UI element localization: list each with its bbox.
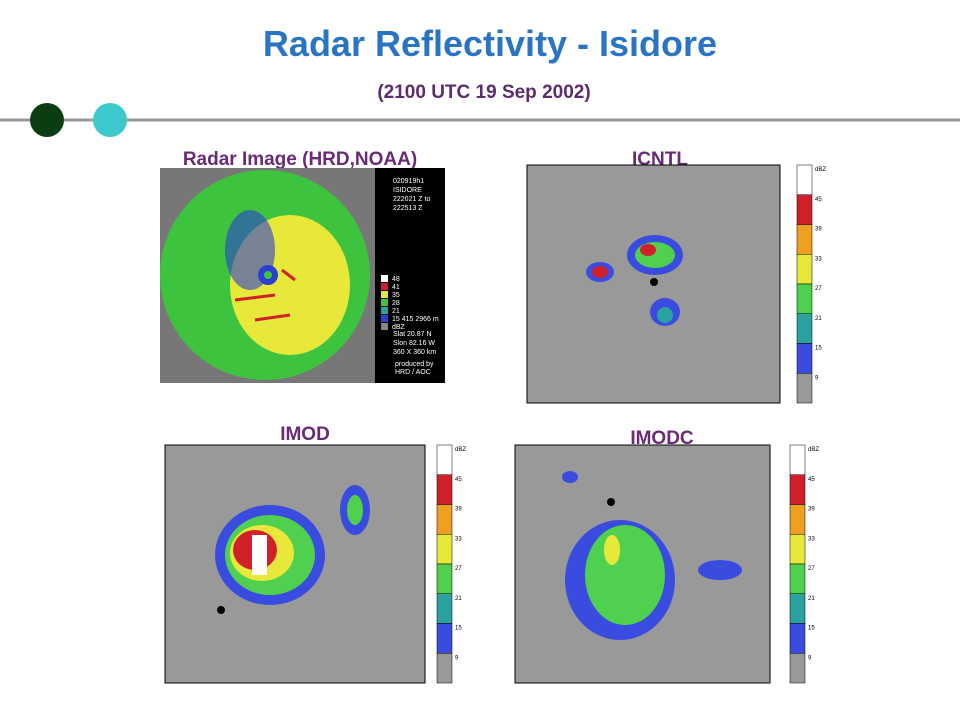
radar-legend-label: 41: [392, 284, 400, 291]
colorbar-label: 9: [815, 375, 819, 381]
colorbar-label: 27: [455, 566, 462, 572]
radar-legend-swatch: [381, 307, 388, 314]
colorbar-label: 45: [455, 477, 462, 483]
colorbar-segment: [796, 254, 813, 285]
colorbar-label: 39: [815, 227, 822, 233]
radar-info: 222513 Z: [393, 205, 423, 212]
radar-legend-label: dBZ: [392, 324, 406, 331]
colorbar-label: 33: [455, 536, 462, 542]
colorbar-segment: [436, 474, 453, 505]
colorbar-segment: [789, 504, 806, 535]
radar-credit: HRD / AOC: [395, 369, 431, 376]
colorbar-label: 15: [815, 346, 822, 352]
colorbar-label: 39: [808, 507, 815, 513]
radar-position: Slat 20.87 N: [393, 331, 432, 338]
colorbar-segment: [789, 593, 806, 624]
radar-position: 360 X 360 km: [393, 349, 436, 356]
radar-legend-label: 15 415 2966 m: [392, 316, 439, 323]
colorbar-label: 45: [808, 477, 815, 483]
colorbar-segment: [436, 623, 453, 654]
colorbar-segment: [796, 224, 813, 255]
radar-legend-swatch: [381, 323, 388, 330]
colorbar-segment: [789, 653, 806, 684]
radar-legend-swatch: [381, 315, 388, 322]
radar-legend-swatch: [381, 299, 388, 306]
colorbar-label: 45: [815, 197, 822, 203]
colorbar-label: 27: [808, 566, 815, 572]
colorbar-label: 9: [808, 655, 812, 661]
colorbar-label: 15: [808, 626, 815, 632]
radar-info: ISIDORE: [393, 187, 422, 194]
colorbar-segment: [436, 534, 453, 565]
colorbar-segment: [796, 373, 813, 404]
colorbar-segment: [789, 444, 806, 475]
dot-dark: [30, 103, 64, 137]
colorbar-label: 21: [815, 316, 822, 322]
radar-legend-swatch: [381, 275, 388, 282]
colorbar-segment: [789, 474, 806, 505]
colorbar-segment: [436, 653, 453, 684]
colorbar-label: dBZ: [455, 447, 466, 453]
colorbar-label: 33: [815, 256, 822, 262]
colorbar-segment: [796, 194, 813, 225]
colorbar-segment: [796, 313, 813, 344]
colorbar-label: 15: [455, 626, 462, 632]
radar-legend-label: 48: [392, 276, 400, 283]
colorbar-segment: [436, 504, 453, 535]
radar-legend-label: 35: [392, 292, 400, 299]
radar-position: Slon 82.16 W: [393, 340, 435, 347]
colorbar-segment: [789, 563, 806, 594]
radar-legend-label: 28: [392, 300, 400, 307]
colorbar-segment: [796, 283, 813, 314]
radar-info: 222021 Z to: [393, 196, 430, 203]
colorbar-label: dBZ: [808, 447, 819, 453]
dot-cyan: [93, 103, 127, 137]
colorbar-label: 9: [455, 655, 459, 661]
icntl-panel: [526, 164, 781, 404]
panel-label: Radar Image (HRD,NOAA): [183, 149, 417, 170]
colorbar-label: dBZ: [815, 167, 826, 173]
colorbar-segment: [789, 623, 806, 654]
subtitle: (2100 UTC 19 Sep 2002): [377, 82, 590, 103]
radar-image: [160, 168, 445, 383]
colorbar-label: 27: [815, 286, 822, 292]
radar-credit: produced by: [395, 361, 434, 368]
radar-legend-swatch: [381, 283, 388, 290]
colorbar-segment: [436, 563, 453, 594]
imod-panel: [164, 444, 426, 684]
radar-info: 020919h1: [393, 178, 424, 185]
colorbar-segment: [789, 534, 806, 565]
panel-label: IMODC: [630, 428, 694, 449]
imodc-panel: [514, 444, 771, 684]
colorbar-segment: [436, 444, 453, 475]
title: Radar Reflectivity - Isidore: [263, 23, 717, 64]
panel-label: IMOD: [280, 424, 330, 445]
radar-legend-swatch: [381, 291, 388, 298]
colorbar-label: 21: [455, 596, 462, 602]
colorbar-label: 33: [808, 536, 815, 542]
colorbar-label: 39: [455, 507, 462, 513]
radar-legend-label: 21: [392, 308, 400, 315]
colorbar-segment: [436, 593, 453, 624]
colorbar-segment: [796, 343, 813, 374]
colorbar-segment: [796, 164, 813, 195]
colorbar-label: 21: [808, 596, 815, 602]
